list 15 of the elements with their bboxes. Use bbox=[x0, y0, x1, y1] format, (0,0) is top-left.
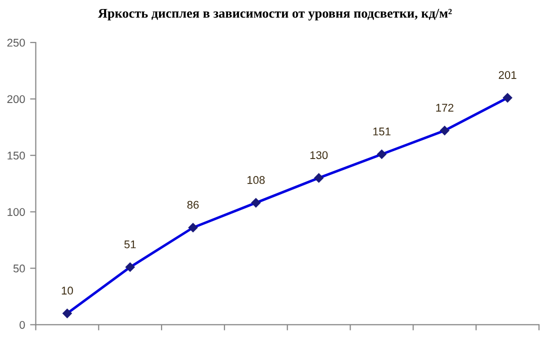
data-label: 108 bbox=[248, 176, 265, 184]
data-label: 172 bbox=[436, 104, 454, 112]
y-tick-label: 150 bbox=[8, 152, 25, 160]
chart-title: Яркость дисплея в зависимости от уровня подсветки, кд/м² bbox=[98, 8, 452, 20]
data-label: 86 bbox=[187, 200, 199, 209]
y-tick-label: 100 bbox=[8, 208, 25, 216]
y-tick-label: 0 bbox=[20, 320, 25, 329]
data-label: 201 bbox=[498, 71, 516, 79]
data-label: 10 bbox=[62, 286, 73, 295]
y-tick-label: 50 bbox=[13, 264, 25, 272]
data-label: 130 bbox=[310, 151, 328, 160]
data-label: 151 bbox=[373, 128, 390, 136]
y-tick-label: 250 bbox=[7, 38, 25, 47]
y-tick-label: 200 bbox=[7, 95, 25, 104]
data-label: 51 bbox=[124, 240, 136, 248]
